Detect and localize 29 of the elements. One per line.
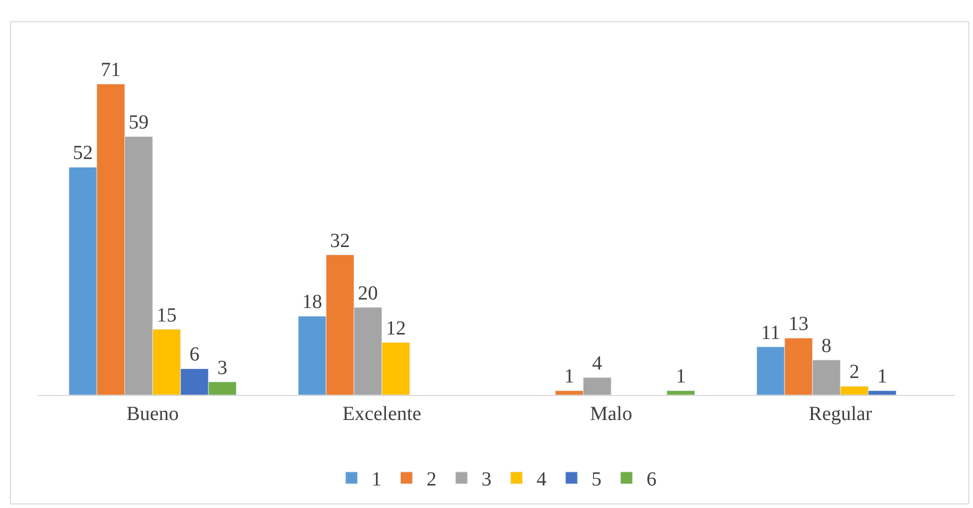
data-label: 8 (821, 334, 832, 357)
data-label: 11 (761, 322, 780, 344)
legend-label: 5 (592, 468, 602, 491)
legend-label: 3 (482, 468, 492, 491)
data-label: 20 (358, 282, 378, 304)
legend-label: 2 (426, 468, 436, 491)
x-tick-label: Bueno (126, 403, 179, 425)
data-label: 18 (302, 291, 322, 314)
data-label: 71 (100, 59, 121, 81)
data-label: 52 (72, 142, 93, 164)
data-label: 15 (156, 304, 177, 326)
bar (666, 390, 696, 395)
data-label: 2 (849, 361, 860, 384)
legend-label: 6 (646, 468, 656, 491)
data-label: 32 (330, 230, 350, 252)
data-label: 1 (877, 366, 888, 388)
data-label: 3 (217, 356, 228, 379)
data-label: 13 (788, 313, 809, 336)
data-label: 6 (189, 344, 200, 366)
data-label: 59 (128, 112, 149, 134)
data-label: 4 (592, 352, 602, 374)
x-tick-label: Malo (590, 403, 632, 425)
x-tick-label: Excelente (342, 403, 422, 425)
data-label: 12 (386, 317, 406, 340)
data-label: 1 (676, 366, 686, 388)
legend-label: 1 (372, 468, 382, 491)
legend-label: 4 (536, 468, 546, 491)
x-tick-label: Regular (808, 403, 872, 425)
data-label: 1 (564, 366, 574, 388)
